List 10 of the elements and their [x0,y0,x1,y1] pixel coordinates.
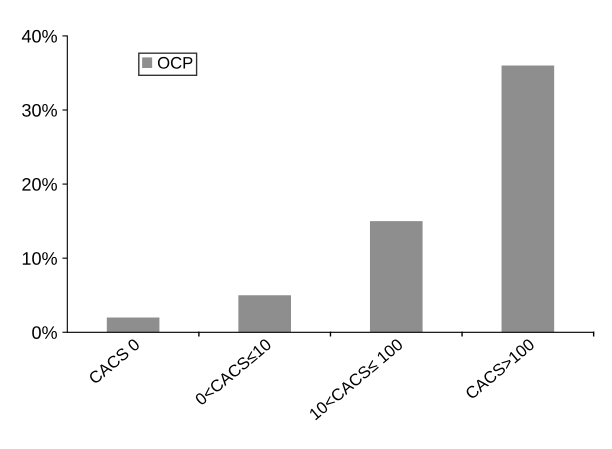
bar [502,66,554,332]
y-tick-label: 0% [32,326,57,339]
bar [106,317,160,332]
y-tick-label: 30% [22,104,57,117]
y-tick-label: 10% [22,252,57,265]
bar [370,221,423,332]
y-tick-label: 40% [22,30,57,43]
legend-label: OCP [158,56,192,69]
bar [238,295,292,332]
y-tick-label: 20% [22,178,57,191]
